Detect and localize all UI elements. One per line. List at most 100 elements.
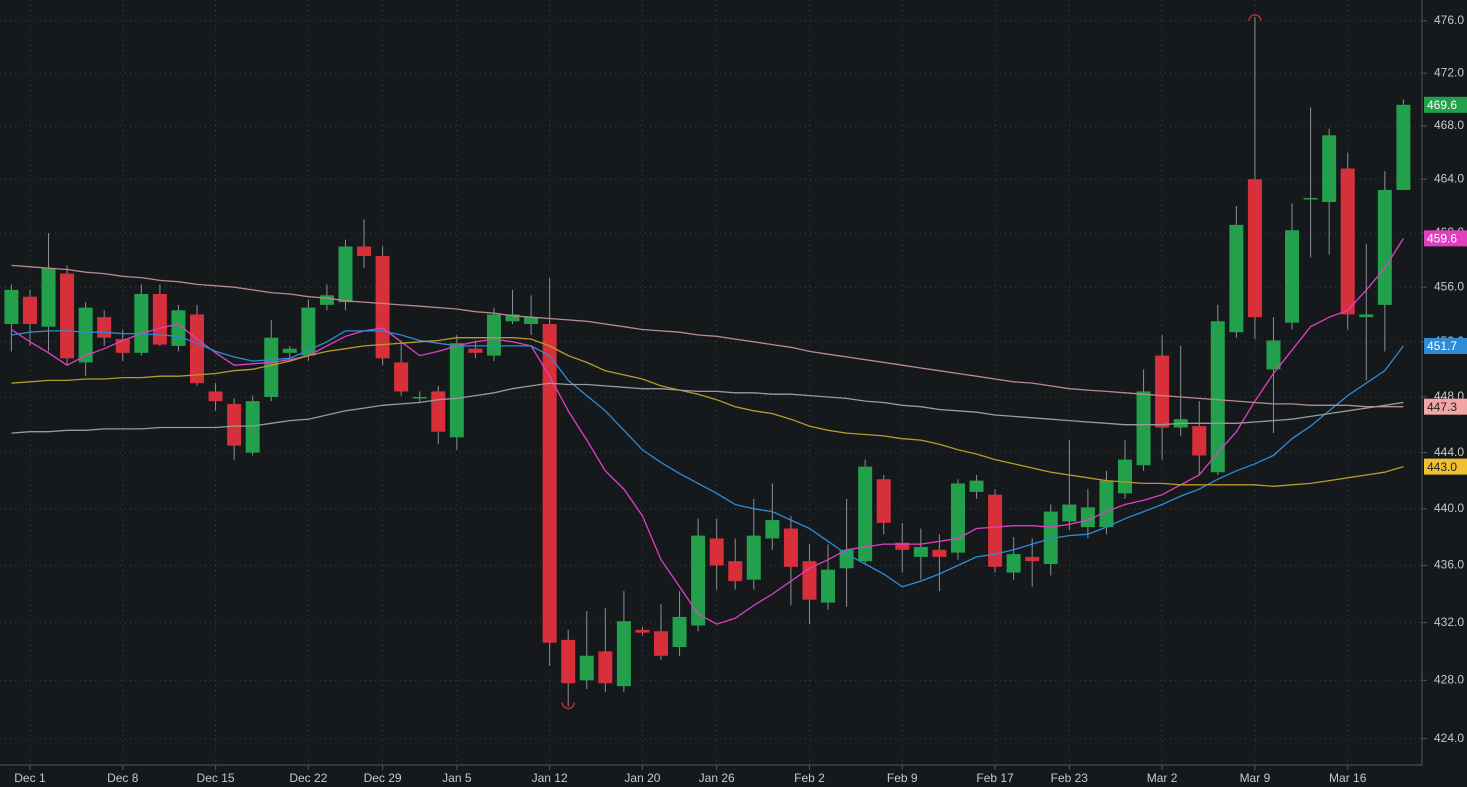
average-line [11, 238, 1404, 625]
extreme-marker [561, 702, 575, 710]
candle-body [1285, 230, 1300, 323]
candle-body [208, 391, 223, 402]
candle-body [301, 307, 316, 356]
y-tick-label: 428.0 [1434, 673, 1464, 687]
candle-body [1025, 556, 1040, 562]
candle-body [22, 296, 37, 325]
candle-body [783, 528, 798, 567]
y-tick-label: 476.0 [1434, 13, 1464, 27]
x-tick-label: Feb 23 [1051, 771, 1089, 785]
candle-body [97, 317, 112, 338]
candle-body [728, 561, 743, 582]
candle-body [802, 561, 817, 600]
y-tick-label: 440.0 [1434, 501, 1464, 515]
candle-body [357, 246, 372, 256]
candle-body [579, 655, 594, 681]
candle-body [190, 314, 204, 384]
y-tick-label: 464.0 [1434, 171, 1464, 185]
y-tick-label: 472.0 [1434, 65, 1464, 79]
candle-body [1229, 224, 1244, 333]
candle-body [449, 343, 464, 438]
candle-body [988, 494, 1003, 567]
price-tag-label: 447.3 [1427, 400, 1457, 414]
candle-body [561, 639, 576, 684]
candle-body [1155, 355, 1170, 428]
candle-body [1006, 554, 1021, 573]
x-tick-label: Jan 26 [699, 771, 735, 785]
average-line [11, 337, 1404, 487]
x-tick-label: Mar 9 [1240, 771, 1271, 785]
candle-body [895, 542, 910, 550]
candle-body [412, 396, 427, 399]
candle-body [969, 480, 984, 492]
candle-body [1136, 391, 1151, 466]
candle-body [486, 314, 501, 356]
candle-body [468, 348, 483, 353]
candle-body [765, 520, 780, 539]
price-tag-label: 469.6 [1427, 98, 1457, 112]
candle-body [1118, 459, 1132, 494]
x-tick-label: Feb 2 [794, 771, 825, 785]
candle-body [672, 616, 687, 648]
candle-body [282, 348, 297, 353]
price-tag-label: 443.0 [1427, 460, 1457, 474]
x-tick-label: Dec 8 [107, 771, 139, 785]
x-tick-label: Feb 17 [976, 771, 1014, 785]
price-tag [1424, 458, 1467, 475]
x-tick-label: Dec 15 [197, 771, 235, 785]
x-tick-label: Mar 2 [1147, 771, 1178, 785]
candle-body [1210, 321, 1225, 473]
price-tag [1424, 230, 1467, 247]
candle-body [1080, 507, 1095, 528]
candle-body [542, 324, 557, 643]
candle-body [950, 483, 965, 553]
candle-body [134, 293, 149, 353]
average-line [11, 264, 1404, 408]
candle-body [932, 549, 947, 557]
candle-body [375, 255, 390, 359]
candle-body [654, 631, 668, 656]
price-tag-label: 451.7 [1427, 339, 1457, 353]
candle-body [227, 403, 242, 446]
x-tick-label: Jan 12 [532, 771, 568, 785]
candle-body [1192, 426, 1207, 456]
price-tag [1424, 96, 1467, 113]
candle-body [4, 289, 19, 325]
candle-body [913, 546, 928, 557]
candle-body [821, 569, 836, 603]
y-tick-label: 436.0 [1434, 558, 1464, 572]
candle-body [1340, 168, 1355, 315]
candle-body [635, 629, 650, 633]
candle-body [41, 268, 56, 327]
candle-body [746, 535, 761, 580]
candle-body [264, 337, 279, 397]
price-tag [1424, 337, 1467, 354]
extreme-marker [1248, 14, 1262, 21]
candle-body [691, 535, 706, 626]
candle-body [1396, 104, 1411, 190]
x-tick-label: Jan 20 [624, 771, 660, 785]
x-tick-label: Dec 1 [14, 771, 46, 785]
candle-body [858, 466, 873, 562]
candle-body [1322, 135, 1337, 203]
candle-body [152, 293, 167, 345]
candle-body [505, 314, 520, 322]
candle-body [1303, 197, 1318, 200]
candle-body [319, 295, 334, 305]
candle-body [245, 401, 260, 453]
y-tick-label: 444.0 [1434, 445, 1464, 459]
x-tick-label: Dec 22 [289, 771, 327, 785]
average-line [11, 382, 1404, 434]
candle-body [709, 538, 724, 566]
candle-body [616, 621, 631, 687]
candle-body [1359, 314, 1374, 318]
y-tick-label: 468.0 [1434, 118, 1464, 132]
candle-body [1062, 504, 1077, 522]
candle-body [1247, 179, 1262, 318]
candle-body [338, 246, 353, 303]
candle-body [1266, 340, 1281, 370]
candle-body [431, 391, 446, 432]
candle-body [876, 479, 891, 523]
